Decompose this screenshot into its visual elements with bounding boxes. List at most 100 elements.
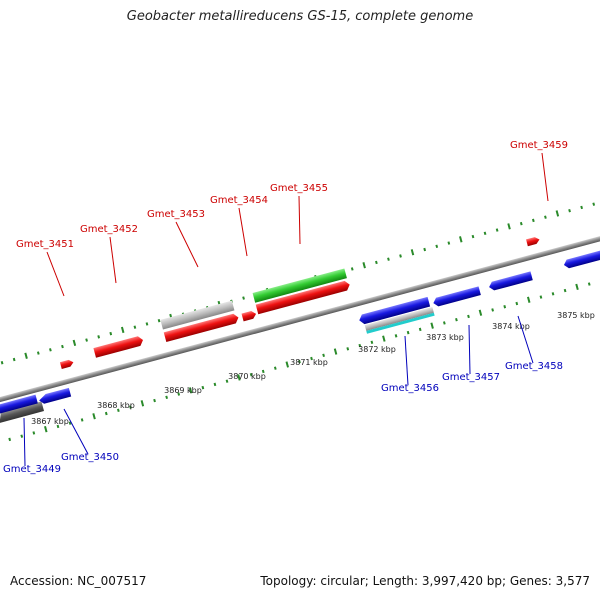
reverse-gene-label[interactable]: Gmet_3449: [3, 464, 61, 475]
forward-tick: [592, 202, 596, 206]
reverse-tick: [478, 309, 483, 316]
reverse-tick: [56, 424, 60, 429]
forward-tick: [519, 221, 523, 226]
reverse-tick: [491, 308, 495, 312]
reverse-tick: [20, 434, 24, 438]
reverse-leader-line: [23, 417, 26, 467]
gene-gray-3453b[interactable]: [160, 300, 235, 330]
forward-tick: [531, 218, 535, 223]
reverse-tick: [44, 426, 48, 433]
reverse-tick: [394, 334, 398, 338]
reverse-leader-line: [63, 408, 89, 455]
forward-gene-label[interactable]: Gmet_3455: [270, 183, 328, 194]
reverse-tick: [455, 317, 458, 322]
forward-tick: [350, 267, 354, 271]
forward-tick: [133, 325, 137, 329]
reverse-tick: [575, 283, 579, 291]
scale-label: 3875 kbp: [557, 311, 595, 320]
reverse-tick: [418, 327, 422, 332]
reverse-tick: [346, 347, 350, 351]
gene-right-blue[interactable]: [563, 249, 600, 269]
reverse-tick: [153, 398, 156, 403]
gene-gmet-3452[interactable]: [93, 335, 144, 358]
gene-gmet-3458[interactable]: [488, 271, 533, 291]
reverse-gene-label[interactable]: Gmet_3458: [505, 361, 563, 372]
reverse-tick: [442, 321, 446, 325]
forward-tick: [555, 210, 560, 217]
reverse-tick: [237, 374, 241, 381]
reverse-tick: [322, 353, 325, 357]
reverse-tick: [177, 392, 181, 396]
forward-tick: [85, 338, 88, 342]
gene-gmet-3455[interactable]: [252, 268, 347, 303]
reverse-tick: [406, 330, 410, 335]
gene-gmet-3454[interactable]: [241, 310, 258, 322]
forward-leader-line: [541, 152, 549, 202]
forward-tick: [0, 361, 4, 365]
reverse-tick: [467, 314, 470, 319]
reverse-gene-label[interactable]: Gmet_3450: [61, 452, 119, 463]
gene-gmet-3450[interactable]: [38, 387, 72, 405]
reverse-gene-label[interactable]: Gmet_3457: [442, 372, 500, 383]
forward-tick: [49, 348, 52, 352]
forward-tick: [568, 208, 571, 213]
reverse-tick: [551, 292, 555, 296]
forward-tick: [507, 223, 511, 230]
scale-label: 3871 kbp: [290, 358, 328, 367]
reverse-tick: [285, 361, 290, 368]
forward-gene-label[interactable]: Gmet_3459: [510, 140, 568, 151]
forward-tick: [399, 254, 402, 258]
forward-tick: [471, 234, 475, 239]
gene-gmet-3453[interactable]: [163, 313, 240, 343]
forward-tick: [97, 335, 101, 339]
scale-label: 3868 kbp: [97, 401, 135, 410]
reverse-tick: [430, 322, 434, 329]
forward-tick: [12, 357, 16, 362]
forward-gene-label[interactable]: Gmet_3453: [147, 209, 205, 220]
reverse-tick: [140, 400, 145, 407]
reverse-tick: [503, 305, 507, 309]
reverse-tick: [165, 395, 169, 400]
forward-tick: [580, 205, 583, 210]
forward-tick: [423, 247, 427, 252]
scale-label: 3870 kbp: [228, 372, 266, 381]
accession-label: Accession: NC_007517: [10, 574, 147, 588]
gene-gray-3456b[interactable]: [364, 306, 434, 331]
reverse-tick: [32, 431, 36, 435]
gene-gmet-3456[interactable]: [358, 296, 431, 325]
forward-tick: [459, 236, 463, 243]
scale-label: 3867 kbp: [31, 417, 69, 426]
reverse-tick: [310, 356, 313, 361]
forward-leader-line: [109, 236, 117, 284]
gene-gmet-3457[interactable]: [432, 286, 481, 307]
reverse-tick: [8, 437, 12, 442]
reverse-tick: [382, 335, 386, 342]
forward-gene-label[interactable]: Gmet_3452: [80, 224, 138, 235]
gene-gmet-3449[interactable]: [0, 401, 45, 423]
gene-gmet-3455-red[interactable]: [255, 280, 351, 315]
gene-cyan-3456c[interactable]: [366, 312, 435, 334]
forward-gene-label[interactable]: Gmet_3451: [16, 239, 74, 250]
gene-left-blue[interactable]: [0, 394, 38, 414]
forward-gene-label[interactable]: Gmet_3454: [210, 195, 268, 206]
gene-gmet-3459[interactable]: [526, 236, 540, 247]
forward-tick: [483, 231, 487, 236]
reverse-tick: [201, 385, 205, 390]
reverse-tick: [526, 296, 531, 303]
forward-tick: [24, 352, 28, 359]
reverse-tick: [333, 348, 338, 355]
reverse-tick: [563, 288, 567, 293]
forward-tick: [157, 318, 161, 323]
reverse-tick: [80, 418, 84, 422]
reverse-tick: [515, 301, 519, 306]
scale-label: 3869 kbp: [164, 386, 202, 395]
reverse-gene-label[interactable]: Gmet_3456: [381, 383, 439, 394]
gene-gmet-3451[interactable]: [59, 359, 74, 370]
reverse-tick: [249, 372, 253, 377]
forward-tick: [362, 262, 366, 269]
forward-tick: [447, 241, 451, 245]
reverse-tick: [129, 405, 132, 409]
reverse-tick: [261, 369, 265, 374]
reverse-tick: [273, 366, 277, 370]
